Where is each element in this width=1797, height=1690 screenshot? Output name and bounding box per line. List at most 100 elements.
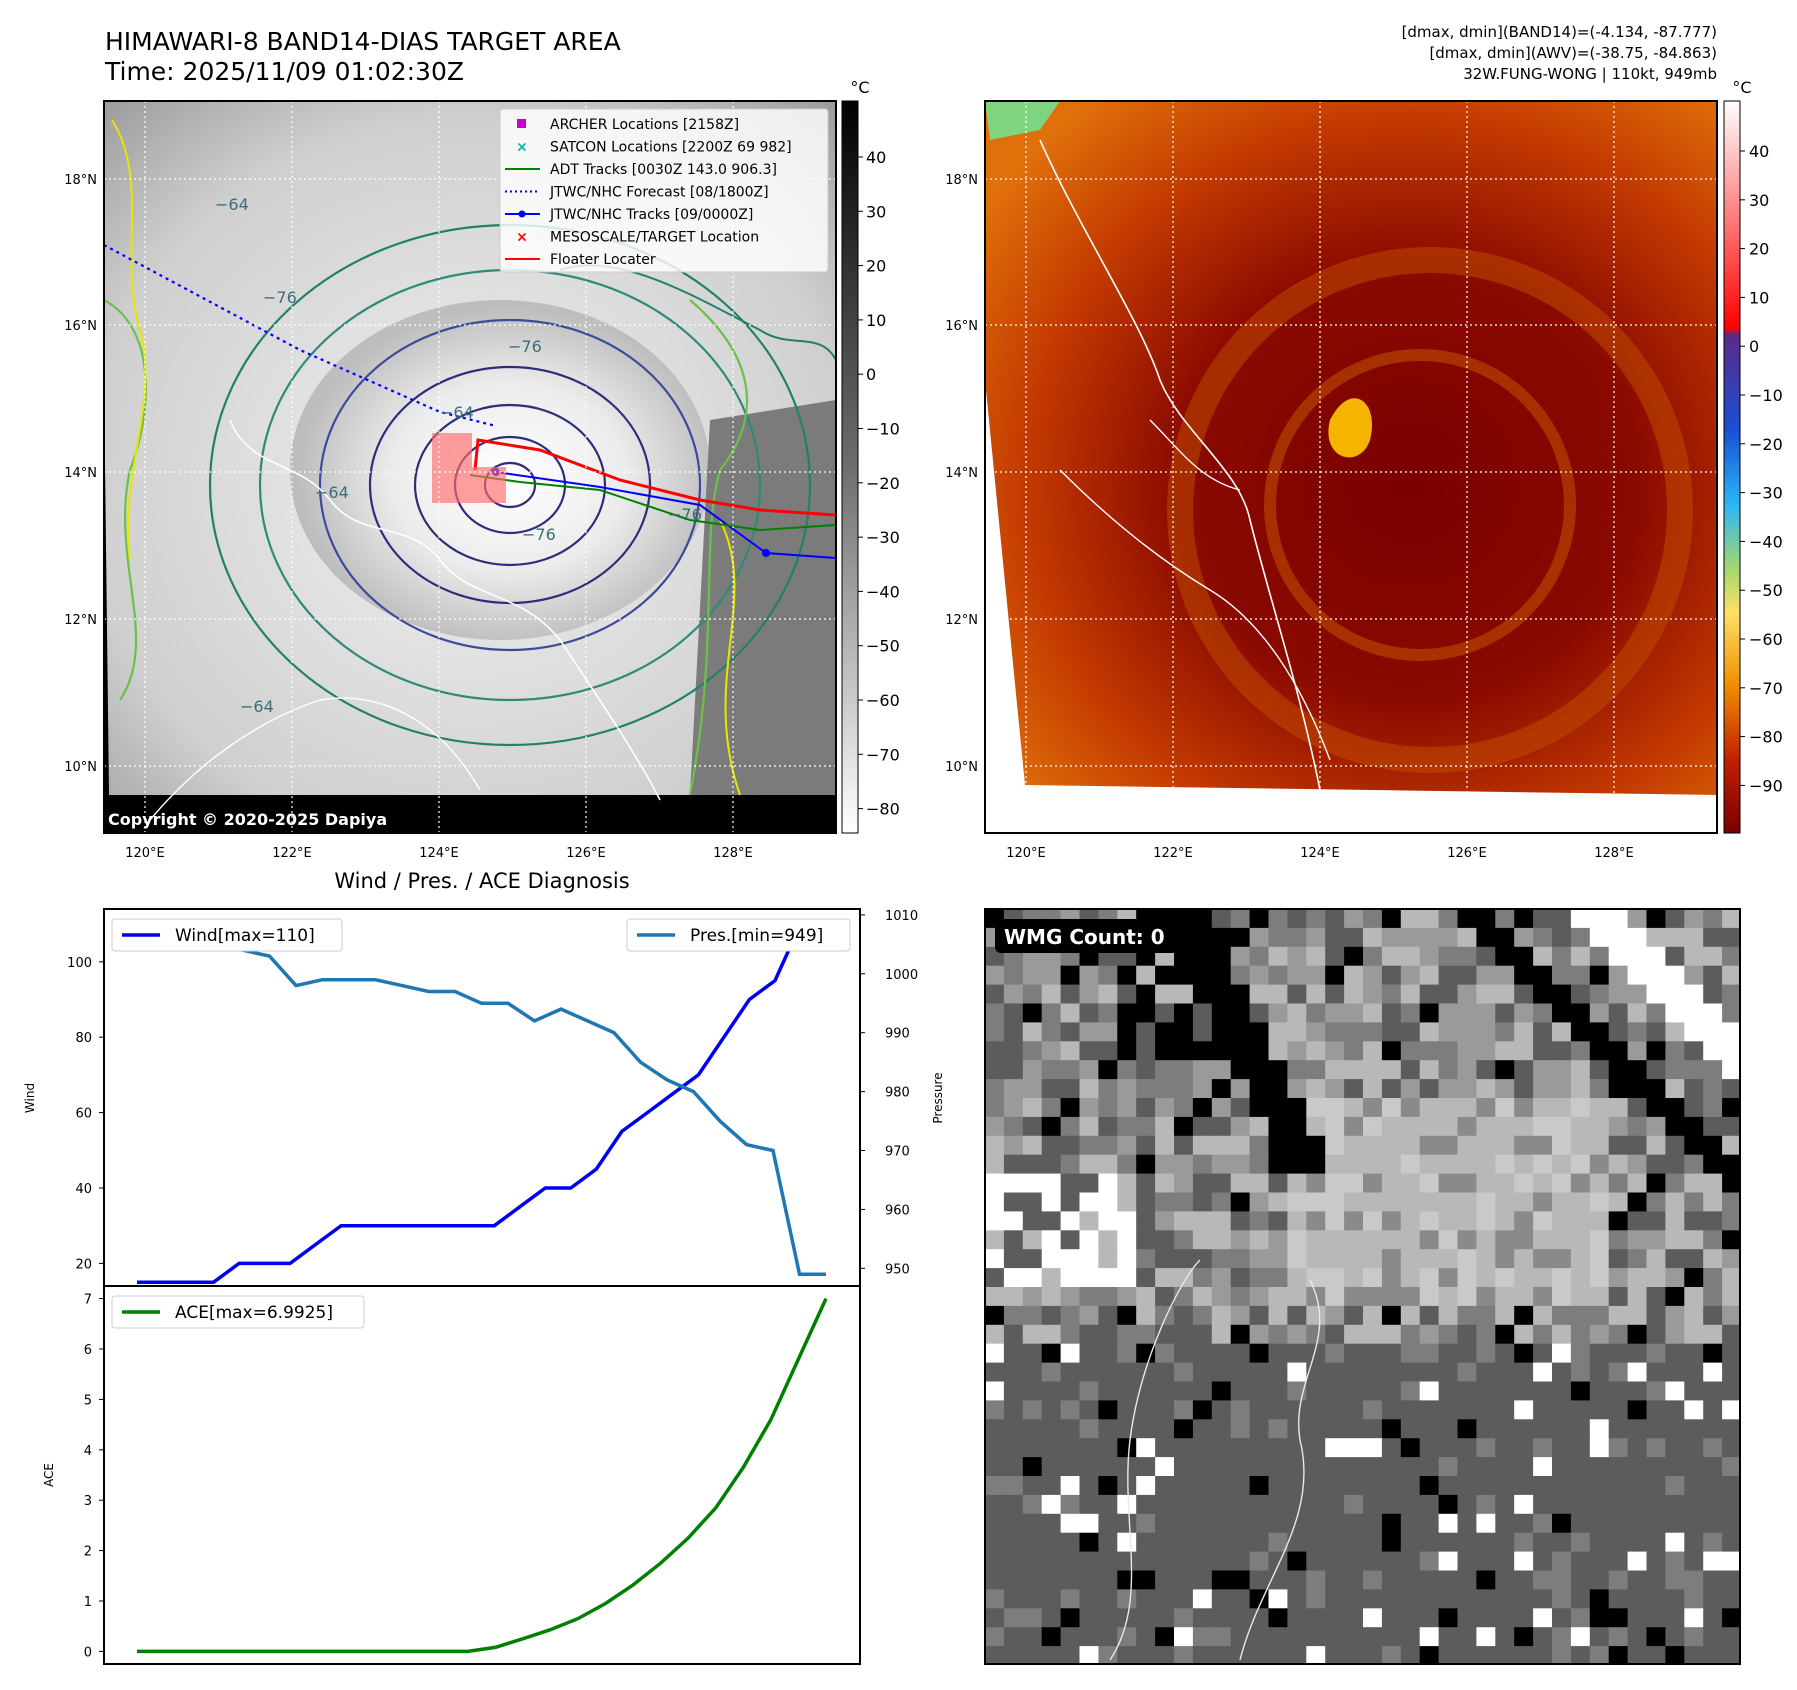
wmg-cell [1363, 965, 1383, 986]
wmg-cell [1438, 946, 1458, 967]
wmg-cell [1438, 1589, 1458, 1609]
wmg-cell [1306, 1022, 1326, 1042]
wmg-cell [1060, 1041, 1080, 1061]
wmg-cell [1495, 1627, 1515, 1647]
pressure-line [135, 919, 826, 1276]
wmg-cell [1381, 1287, 1402, 1307]
jtwc-track-point [762, 549, 770, 557]
wmg-cell [1249, 1400, 1269, 1420]
wmg-cell [1306, 965, 1326, 986]
wmg-cell [1457, 1230, 1477, 1250]
wmg-cell [1457, 1608, 1477, 1628]
wmg-cell [1060, 1022, 1080, 1042]
wmg-cell [1363, 1627, 1383, 1647]
wmg-cell [1230, 965, 1251, 986]
wmg-cell [1268, 1476, 1288, 1496]
wmg-cell [1363, 1343, 1383, 1364]
wmg-cell [1589, 1060, 1610, 1080]
wmg-cell [1495, 1343, 1515, 1364]
wmg-cell [1400, 1627, 1421, 1647]
wmg-cell [985, 1268, 1005, 1288]
wmg-cell [1684, 1608, 1704, 1628]
wmg-cell [985, 1494, 1005, 1515]
wmg-cell [1022, 965, 1043, 986]
awv-lat-tick-label: 16°N [945, 319, 978, 334]
wmg-cell [1533, 909, 1553, 929]
ir-contour-east [688, 299, 748, 796]
ace-line [137, 1297, 828, 1654]
wmg-cell [1514, 1532, 1534, 1553]
legend-label: SATCON Locations [2200Z 69 982] [550, 140, 792, 156]
wmg-cell [1381, 1589, 1402, 1609]
wmg-cell [1287, 1646, 1307, 1664]
wmg-cell [1589, 1305, 1610, 1326]
wmg-cell [1079, 1230, 1099, 1250]
wmg-cell [1155, 1287, 1175, 1307]
wmg-cell [1533, 1041, 1553, 1061]
wmg-cell [1570, 1627, 1591, 1647]
wmg-cell [1325, 1230, 1345, 1250]
wmg-cell [1230, 1098, 1251, 1118]
wmg-cell [1400, 1230, 1421, 1250]
wmg-cell [1514, 1627, 1534, 1647]
wmg-cell [1589, 946, 1610, 967]
wmg-cell [1363, 1135, 1383, 1156]
wmg-cell [1363, 909, 1383, 929]
wmg-cell [1136, 1098, 1156, 1118]
wmg-cell [1381, 909, 1402, 929]
wmg-cell [1552, 1192, 1572, 1212]
wmg-cell [1627, 1608, 1647, 1628]
wmg-cell [1646, 1494, 1666, 1515]
wmg-cell [1476, 909, 1496, 929]
wmg-cell [1117, 1532, 1137, 1553]
wmg-cell [1041, 1079, 1062, 1099]
wmg-cell [1249, 1211, 1269, 1231]
ir-colorbar-tick-label: −70 [866, 745, 900, 764]
wmg-cell [1665, 965, 1685, 986]
wmg-cell [1627, 1192, 1647, 1212]
wmg-cell [1041, 1173, 1062, 1193]
wmg-cell [1684, 1381, 1704, 1401]
wmg-cell [1646, 1457, 1666, 1477]
wmg-cell [1211, 1627, 1232, 1647]
wmg-cell [1287, 1098, 1307, 1118]
wmg-cell [1533, 965, 1553, 986]
wmg-cell [1003, 1135, 1024, 1156]
wmg-cell [1476, 1513, 1496, 1534]
wmg-cell [1306, 1476, 1326, 1496]
wmg-cell [985, 1419, 1005, 1439]
wmg-cell [1646, 927, 1666, 948]
wmg-cell [1192, 984, 1213, 1004]
wmg-cell [1589, 1476, 1610, 1496]
wmg-cell [1722, 1362, 1740, 1382]
wmg-cell [1174, 1570, 1194, 1590]
wmg-cell [1476, 1022, 1496, 1042]
wmg-cell [1608, 1211, 1629, 1231]
wmg-cell [1155, 1060, 1175, 1080]
wmg-cell [1514, 1457, 1534, 1477]
wmg-cell [1400, 1646, 1421, 1664]
wmg-cell [1533, 1154, 1553, 1175]
wmg-cell [1249, 1230, 1269, 1250]
wmg-cell [1646, 1400, 1666, 1420]
wmg-cell [1287, 1022, 1307, 1042]
wmg-cell [1136, 1494, 1156, 1515]
wmg-cell [1589, 1249, 1610, 1269]
awv-colorbar-tick-label: −20 [1749, 435, 1783, 454]
wmg-cell [1476, 1249, 1496, 1269]
ace-ytick-label: 5 [84, 1393, 92, 1408]
wmg-cell [1230, 1287, 1251, 1307]
wmg-cell [1400, 1249, 1421, 1269]
awv-colorbar-tick-label: −50 [1749, 581, 1783, 600]
wmg-cell [1268, 1324, 1288, 1345]
wmg-cell [1646, 1116, 1666, 1137]
wmg-cell [1230, 1476, 1251, 1496]
wmg-cell [1117, 1211, 1137, 1231]
wmg-cell [1589, 1608, 1610, 1628]
wmg-cell [1344, 1646, 1364, 1664]
wmg-cell [1079, 1343, 1099, 1364]
wmg-cell [1174, 1646, 1194, 1664]
wmg-cell [1552, 1608, 1572, 1628]
wmg-cell [985, 1513, 1005, 1534]
wmg-cell [1155, 1476, 1175, 1496]
